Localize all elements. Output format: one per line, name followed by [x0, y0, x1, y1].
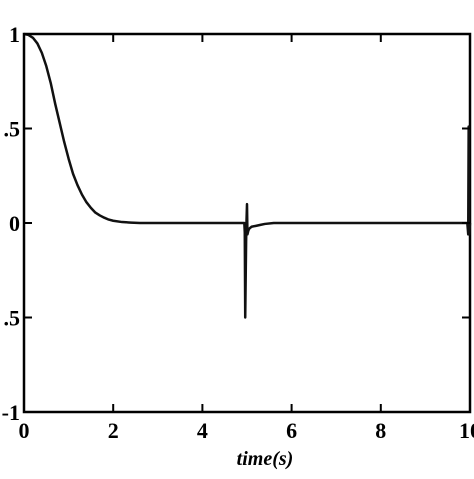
tick-layer: 0 2 4 6 8 10 1 .5 0 .5 -1: [2, 22, 474, 443]
x-tick-label: 8: [375, 418, 386, 443]
x-axis-label: time(s): [237, 448, 294, 470]
y-tick-label: 0: [9, 211, 20, 236]
y-tick-label: .5: [4, 117, 21, 142]
x-tick-label: 4: [197, 418, 208, 443]
y-tick-label: .5: [4, 306, 21, 331]
x-tick-label: 2: [108, 418, 119, 443]
x-tick-label: 0: [19, 418, 30, 443]
series-line: [23, 32, 472, 319]
x-tick-label: 10: [459, 418, 474, 443]
y-tick-label: -1: [2, 400, 20, 425]
x-tick-label: 6: [286, 418, 297, 443]
y-tick-label: 1: [9, 22, 20, 47]
plot-area: [22, 32, 472, 414]
